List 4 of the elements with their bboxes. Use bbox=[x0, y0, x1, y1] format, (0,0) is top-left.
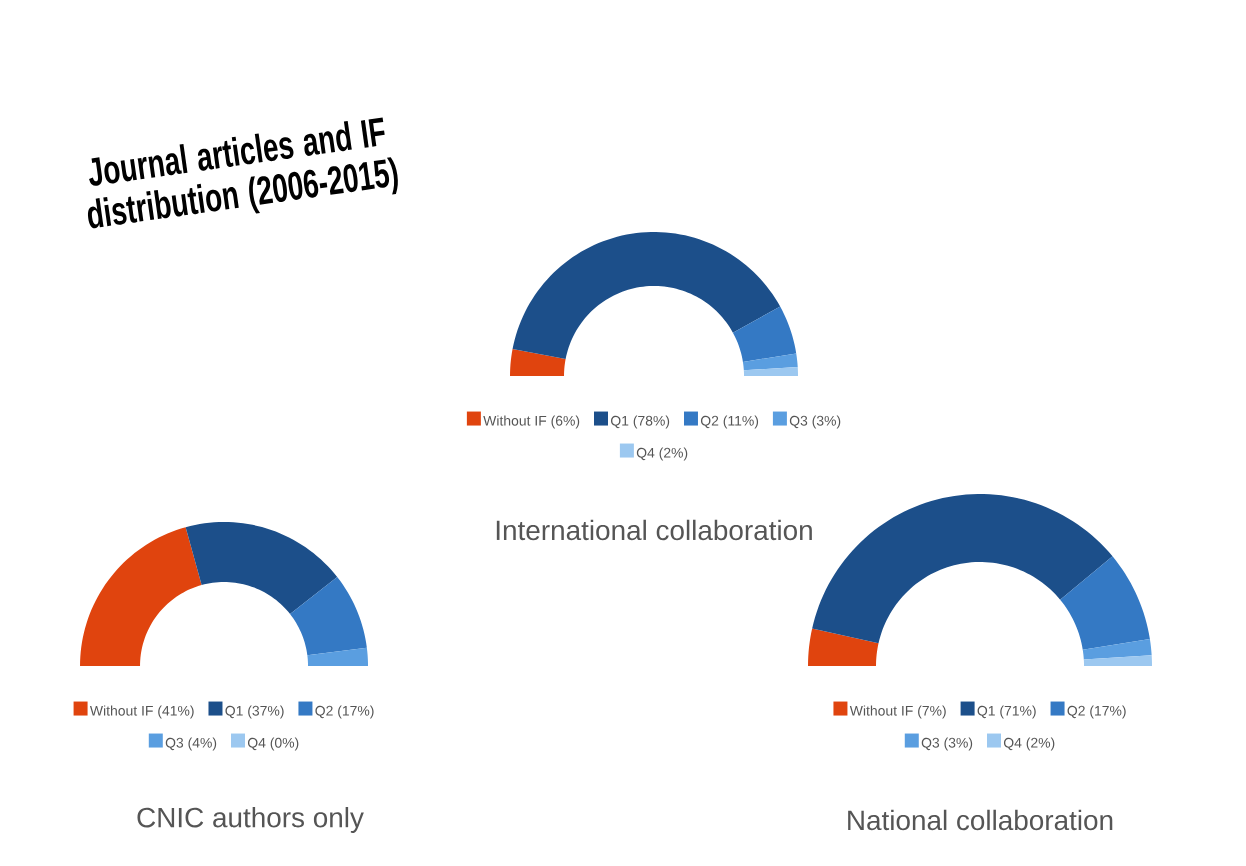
text: International collaboration bbox=[496, 519, 812, 541]
text: National collaboration bbox=[848, 809, 1113, 831]
text: CNIC authors only bbox=[137, 806, 364, 833]
text: Journal articles and IF distribution (2006-2015) bbox=[87, 117, 398, 229]
